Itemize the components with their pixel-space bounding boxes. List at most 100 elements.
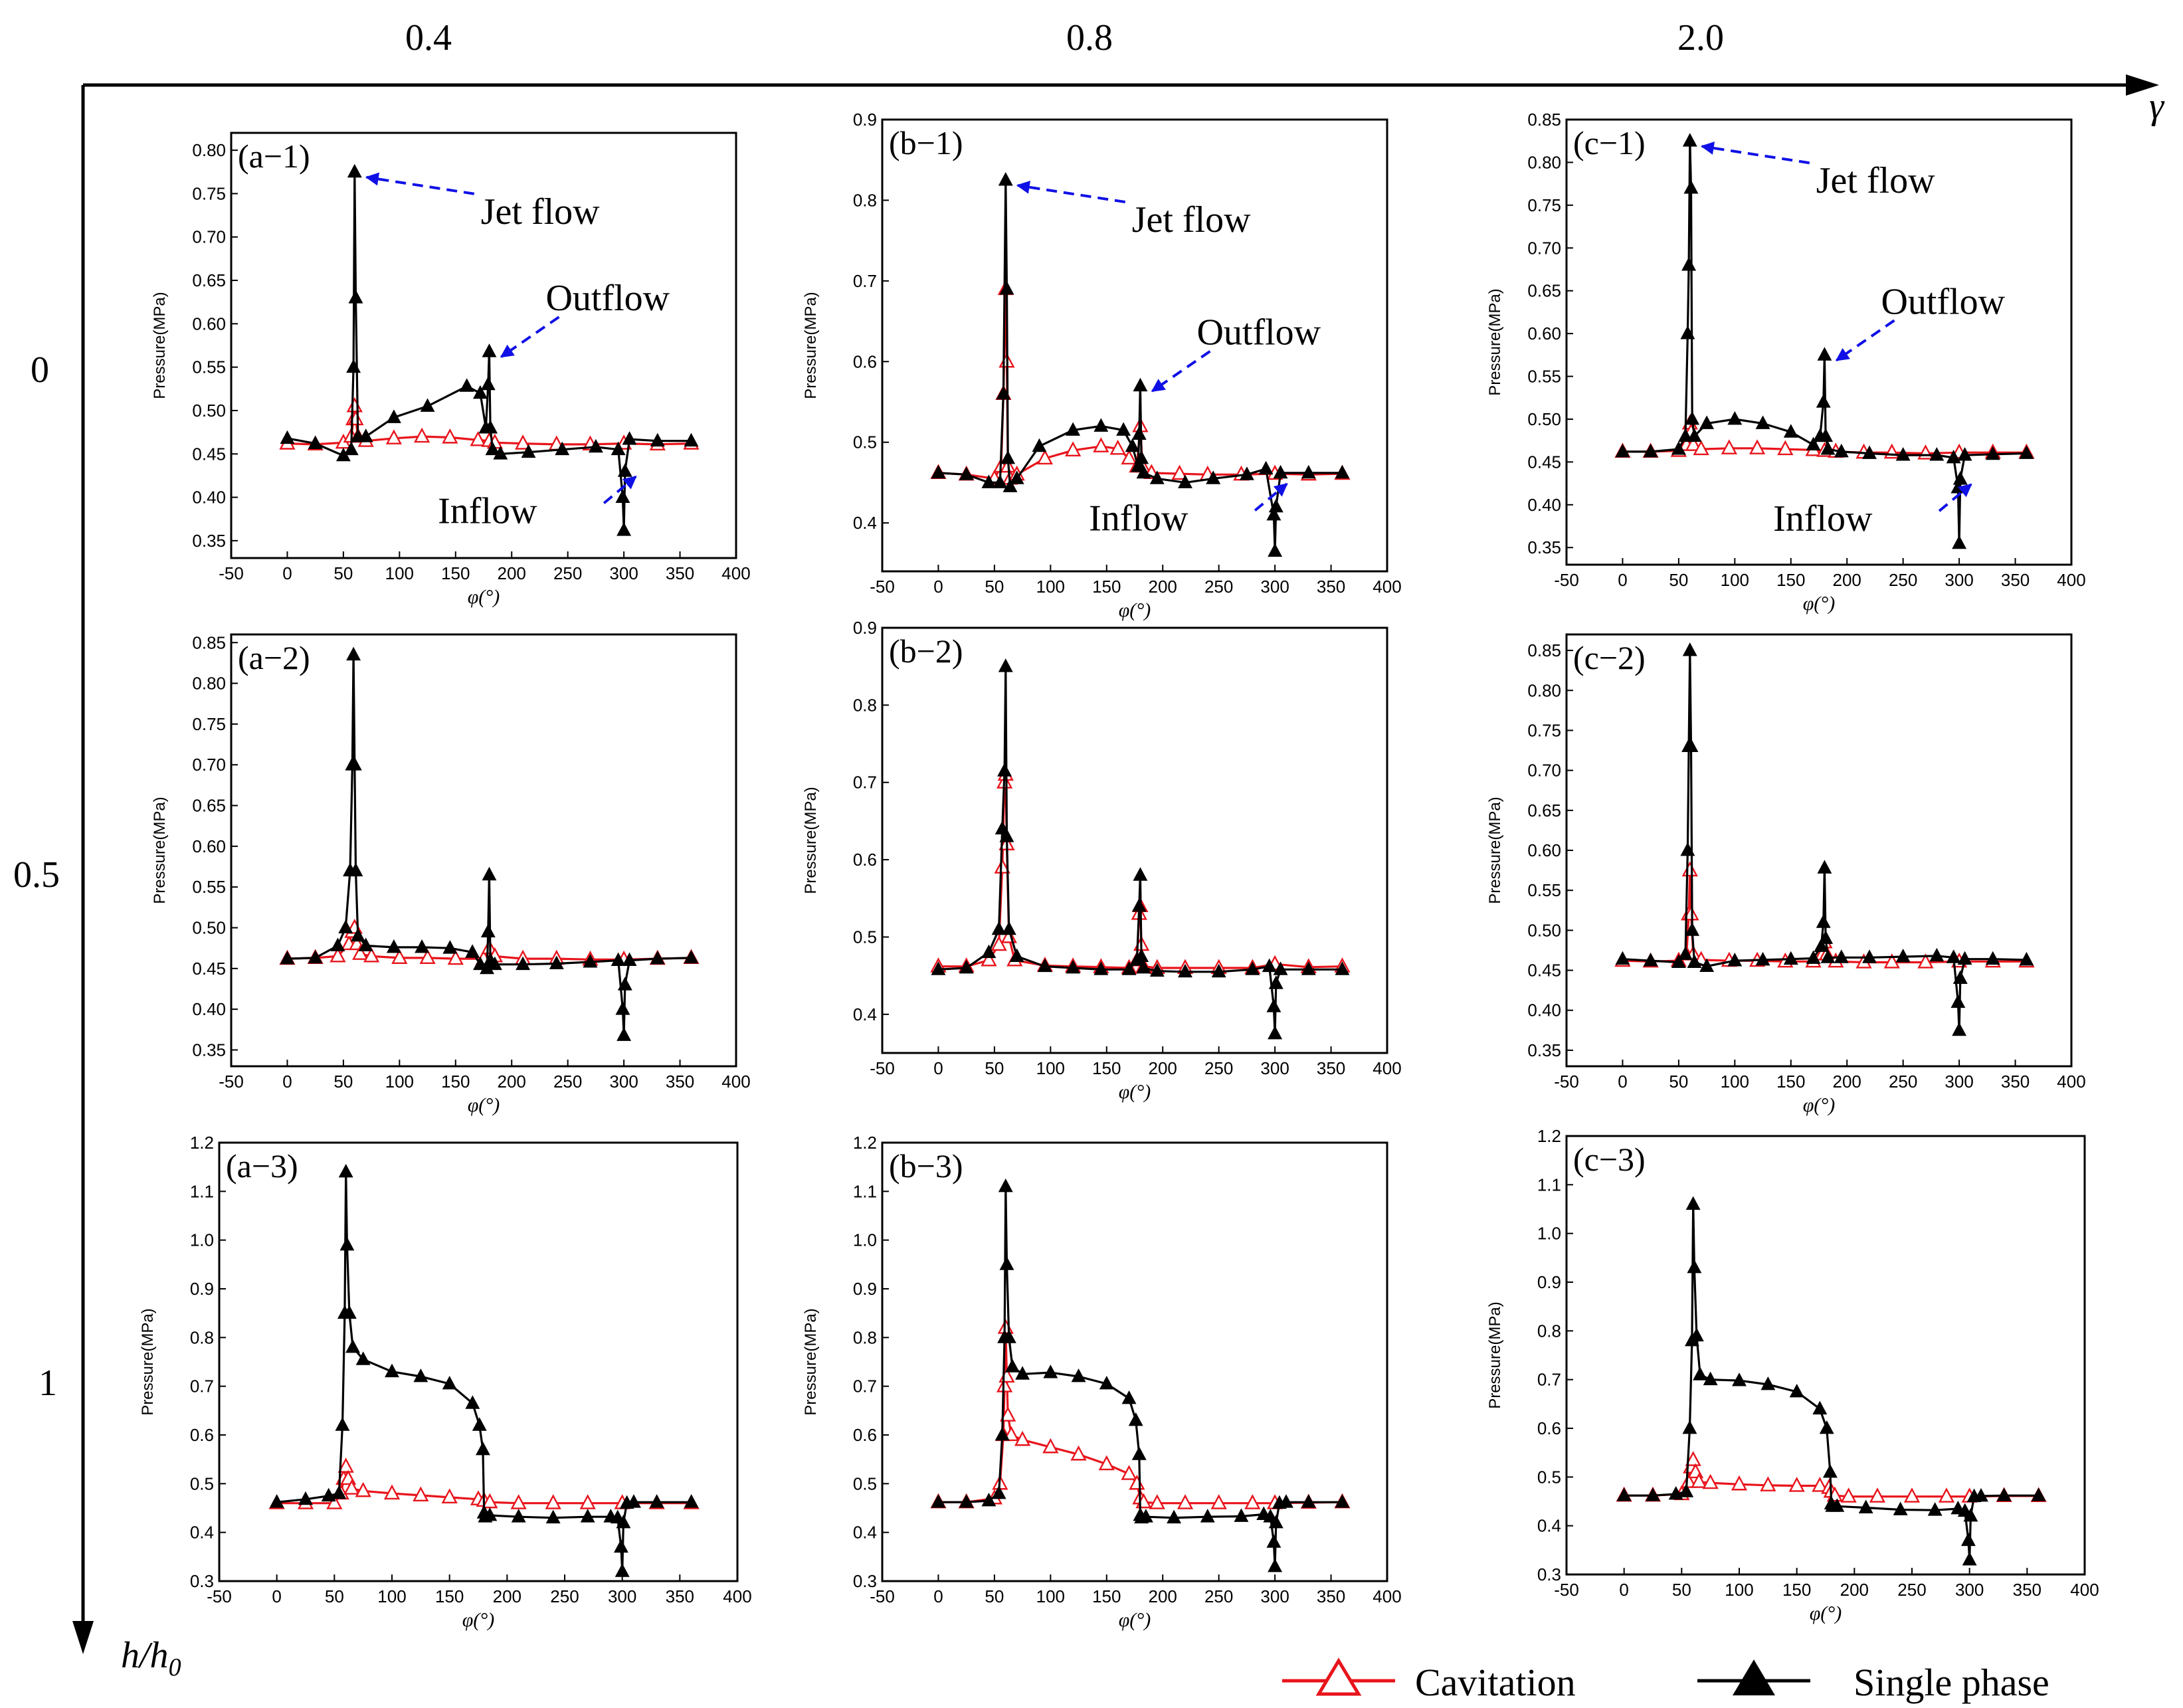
single-phase-point — [1789, 1383, 1804, 1398]
single-phase-point — [684, 432, 699, 447]
single-phase-point — [1138, 1509, 1153, 1523]
single-phase-point — [588, 438, 603, 453]
single-phase-point — [1301, 961, 1316, 975]
x-tick-label: -50 — [1554, 570, 1579, 590]
x-tick-label: 250 — [550, 1586, 579, 1606]
cavitation-point — [1883, 953, 1900, 969]
single-phase-point — [1037, 958, 1052, 973]
single-phase-point — [1178, 474, 1192, 488]
single-phase-point — [347, 757, 362, 771]
single-phase-point — [1895, 949, 1911, 963]
single-phase-point — [1643, 953, 1658, 967]
single-phase-point — [1929, 447, 1945, 461]
gamma-value-2: 2.0 — [1677, 17, 1724, 58]
single-phase-point — [617, 977, 632, 991]
y-tick-label: 0.65 — [1527, 801, 1561, 820]
y-tick-label: 1.2 — [1537, 1126, 1561, 1146]
chart-b-3: -50 0 50 100 150 200 250 300 350 400 0.3 0.4 0.5 0.6 0… — [802, 1133, 1402, 1631]
single-phase-point — [338, 919, 353, 933]
single-phase-point — [348, 862, 363, 877]
y-tick-label: 0.7 — [853, 271, 877, 291]
chart-c-3: -50 0 50 100 150 200 250 300 350 400 0.3 0.4 0.5 0.6 0… — [1486, 1126, 2099, 1624]
single-phase-point — [1985, 446, 2000, 460]
single-phase-point — [1671, 440, 1686, 455]
h-value-1: 0.5 — [13, 854, 60, 896]
single-phase-point — [1974, 1487, 1988, 1502]
cavitation-point — [1244, 1494, 1261, 1509]
single-phase-point — [1680, 842, 1695, 856]
single-phase-point — [330, 937, 345, 951]
single-phase-point — [1678, 428, 1693, 442]
single-phase-point — [516, 956, 531, 971]
gamma-axis-label: γ — [2149, 86, 2165, 127]
cavitation-marker-icon — [1315, 1658, 1362, 1696]
x-tick-label: 100 — [1721, 570, 1749, 590]
single-phase-point — [442, 1375, 457, 1390]
single-phase-point — [1133, 867, 1148, 881]
x-tick-label: 0 — [933, 1058, 943, 1078]
panel-label: (a−3) — [226, 1147, 298, 1185]
single-phase-point — [1335, 961, 1350, 975]
legend-single-phase: Single phase — [1697, 1660, 2049, 1704]
cavitation-point — [1685, 1451, 1701, 1466]
single-phase-point — [1262, 958, 1277, 973]
cavitation-point — [1098, 1455, 1115, 1471]
single-phase-point — [1009, 948, 1024, 962]
cavitation-point — [1680, 1473, 1697, 1488]
x-tick-label: 200 — [1833, 570, 1861, 590]
y-tick-label: 1.0 — [190, 1230, 214, 1250]
annotation-label: Jet flow — [481, 191, 600, 233]
single-phase-point — [350, 927, 365, 942]
y-tick-label: 0.65 — [192, 796, 226, 816]
single-phase-point — [346, 359, 361, 373]
x-tick-label: 250 — [1897, 1580, 1926, 1600]
cavitation-point — [1869, 1487, 1886, 1503]
single-phase-point — [1134, 948, 1149, 962]
single-phase-point — [2019, 445, 2034, 459]
cavitation-point — [1917, 953, 1934, 969]
cavitation-point — [1840, 1487, 1857, 1503]
cavitation-point — [1070, 1445, 1087, 1461]
single-phase-point — [1335, 464, 1350, 479]
single-phase-point — [385, 1363, 399, 1378]
single-phase-point — [1699, 958, 1715, 972]
single-phase-point — [1783, 951, 1798, 965]
x-axis-label: φ(°) — [462, 1609, 495, 1631]
x-tick-label: -50 — [870, 577, 895, 597]
x-tick-label: 150 — [441, 563, 470, 583]
single-phase-point — [341, 1305, 357, 1319]
y-tick-label: 0.3 — [853, 1571, 877, 1591]
panel-label: (b−2) — [889, 632, 963, 670]
single-phase-point — [347, 163, 362, 178]
y-tick-label: 0.4 — [190, 1523, 214, 1543]
y-tick-label: 1.1 — [1537, 1175, 1561, 1194]
x-tick-label: 350 — [1317, 1586, 1345, 1606]
cavitation-point — [330, 947, 346, 963]
cavitation-point — [981, 951, 997, 967]
cavitation-line — [938, 773, 1343, 969]
single-phase-point — [1093, 961, 1109, 975]
single-phase-point — [959, 959, 974, 974]
cavitation-point — [413, 427, 430, 443]
single-phase-point — [1985, 951, 2000, 965]
chart-a-2: -50 0 50 100 150 200 250 300 350 400 0.35 0.40 0.45 0… — [151, 632, 751, 1116]
single-phase-point — [1950, 994, 1966, 1008]
single-phase-point — [480, 376, 496, 391]
single-phase-point — [465, 1395, 480, 1409]
cavitation-point — [355, 1481, 371, 1497]
single-phase-point — [321, 1487, 336, 1502]
single-phase-point — [1952, 535, 1967, 549]
single-phase-point — [650, 951, 665, 965]
single-phase-point — [1820, 440, 1836, 455]
single-phase-point — [1957, 447, 1972, 461]
panel-label: (a−2) — [238, 639, 310, 676]
single-phase-point — [493, 446, 508, 460]
panel-label: (a−1) — [238, 138, 310, 175]
y-tick-label: 0.35 — [192, 1040, 226, 1060]
single-phase-point — [1727, 953, 1743, 967]
single-phase-point — [981, 474, 997, 488]
single-phase-point — [485, 441, 500, 456]
y-tick-label: 0.35 — [1527, 537, 1561, 557]
x-tick-label: 250 — [1889, 570, 1917, 590]
y-tick-label: 0.85 — [1527, 110, 1561, 130]
